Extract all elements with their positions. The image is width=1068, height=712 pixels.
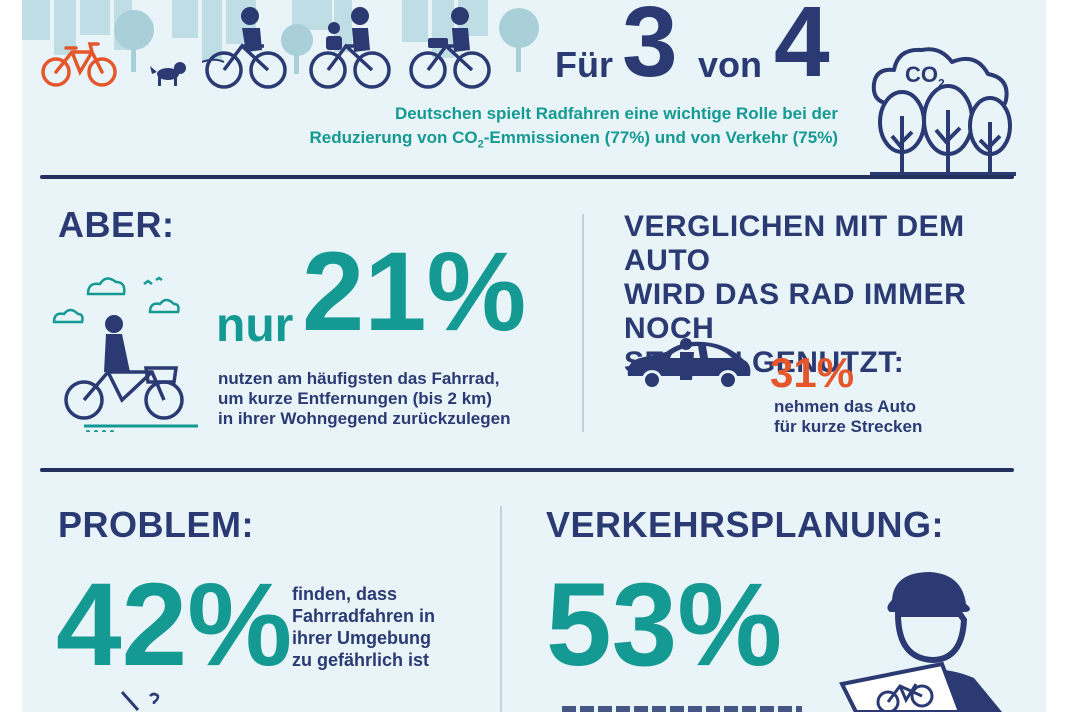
cloud-icon bbox=[86, 277, 126, 296]
intro-text: Deutschen spielt Radfahren eine wichtige… bbox=[222, 102, 838, 156]
cyclist-icon bbox=[202, 7, 491, 89]
co2-cloud-icon bbox=[870, 47, 1016, 176]
problem-line-1: finden, dass bbox=[292, 584, 398, 604]
bicycle-icon bbox=[41, 42, 117, 87]
big-number-4: 4 bbox=[774, 0, 830, 98]
auto-line-2: für kurze Strecken bbox=[774, 417, 923, 436]
problem-heading: PROBLEM: bbox=[58, 504, 254, 545]
big-number-3: 3 bbox=[622, 0, 678, 98]
planung-percent: 53% bbox=[546, 559, 783, 691]
problem-line-2: Fahrradfahren in bbox=[292, 606, 436, 626]
auto-line-1: nehmen das Auto bbox=[774, 397, 916, 416]
von-label: von bbox=[698, 44, 763, 85]
crash-icon bbox=[120, 691, 160, 711]
auto-description: nehmen das Auto für kurze Strecken bbox=[774, 397, 922, 437]
woman-cyclist-icon bbox=[52, 276, 198, 432]
aber-description: nutzen am häufigsten das Fahrrad, um kur… bbox=[218, 369, 511, 429]
cut-off-text bbox=[562, 706, 802, 712]
divider-middle bbox=[40, 468, 1014, 472]
problem-line-4: zu gefährlich ist bbox=[292, 650, 430, 670]
divider-top bbox=[40, 175, 1014, 179]
planung-heading: VERKEHRSPLANUNG: bbox=[546, 504, 945, 545]
aber-line-2: um kurze Entfernungen (bis 2 km) bbox=[218, 389, 492, 408]
vertical-divider-2 bbox=[500, 506, 502, 712]
city-skyline-icon bbox=[22, 0, 539, 74]
problem-percent: 42% bbox=[56, 559, 293, 691]
aber-percent: 21% bbox=[302, 229, 527, 354]
nur-label: nur bbox=[216, 299, 294, 352]
aber-heading: ABER: bbox=[58, 204, 175, 245]
aber-line-3: in ihrer Wohngegend zurückzulegen bbox=[218, 409, 511, 428]
infographic-canvas: Für 3 von 4 CO2 Deutschen spielt Radfahr… bbox=[22, 0, 1046, 712]
auto-percent: 31% bbox=[770, 349, 855, 396]
co2-label: CO2 bbox=[905, 62, 945, 91]
fuer-label: Für bbox=[555, 44, 613, 85]
dog-icon bbox=[150, 62, 186, 86]
intro-line-2: Reduzierung von CO2-Emmissionen (77%) un… bbox=[309, 128, 838, 151]
auto-heading-line-2: WIRD DAS RAD IMMER NOCH bbox=[624, 278, 967, 345]
bicycle-sign-icon bbox=[876, 683, 934, 712]
aber-line-1: nutzen am häufigsten das Fahrrad, bbox=[218, 369, 500, 388]
auto-heading-line-1: VERGLICHEN MIT DEM AUTO bbox=[624, 210, 965, 277]
problem-description: finden, dass Fahrradfahren in ihrer Umge… bbox=[292, 583, 435, 671]
problem-line-3: ihrer Umgebung bbox=[292, 628, 432, 648]
helmet-person-icon bbox=[839, 572, 1002, 712]
car-icon bbox=[627, 338, 751, 390]
vertical-divider-1 bbox=[582, 214, 584, 432]
intro-line-1: Deutschen spielt Radfahren eine wichtige… bbox=[394, 104, 838, 123]
